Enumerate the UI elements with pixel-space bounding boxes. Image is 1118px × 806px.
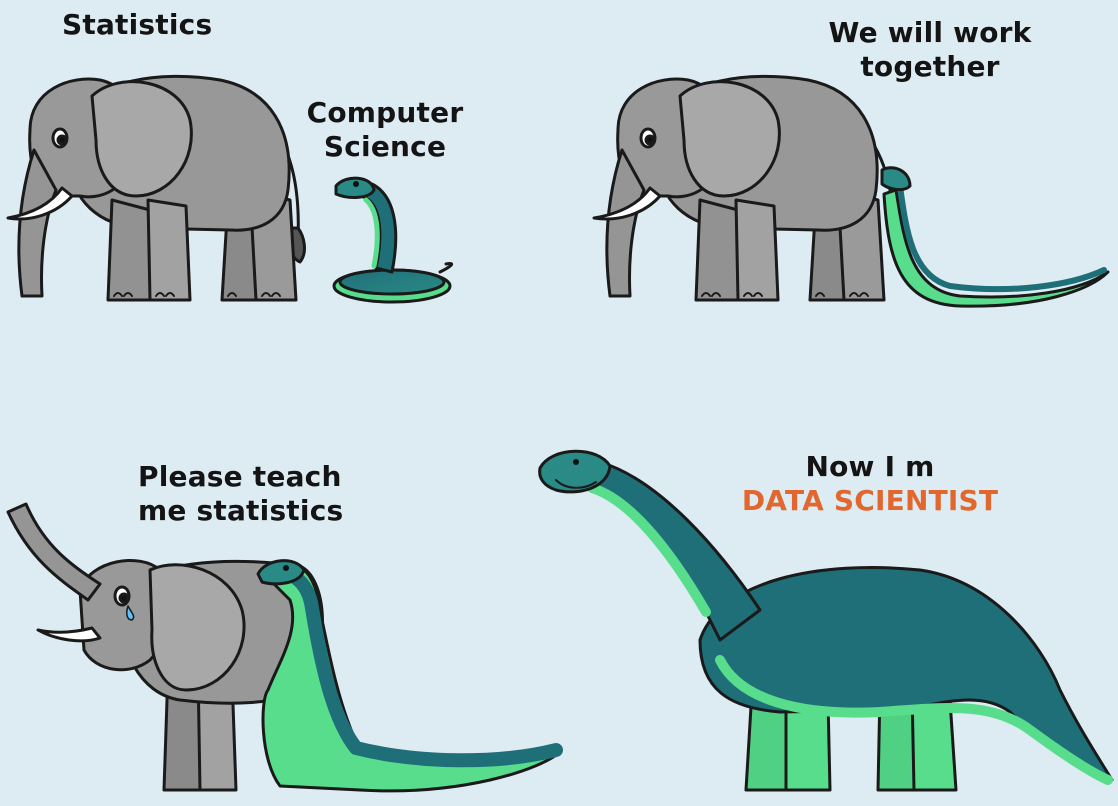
caption-teach-statistics-line1: Please teach (138, 460, 342, 493)
snake-computer-science-1 (332, 176, 454, 304)
caption-work-together-line1: We will work (828, 16, 1032, 49)
elephant-statistics-3 (6, 502, 324, 792)
label-computer-science-line2: Science (323, 130, 447, 163)
elephant-statistics-1 (6, 74, 306, 302)
caption-work-together-line2: together (860, 50, 1000, 83)
dinosaur-data-scientist (538, 449, 1114, 792)
elephant-statistics-2 (592, 74, 892, 302)
caption-teach-statistics-line2: me statistics (138, 494, 344, 527)
snake-computer-science-2 (880, 166, 1110, 308)
label-statistics: Statistics (62, 8, 212, 42)
caption-teach-statistics: Please teach me statistics (138, 460, 343, 528)
caption-data-scientist-line2: DATA SCIENTIST (741, 484, 999, 517)
label-computer-science: Computer Science (300, 96, 470, 164)
label-computer-science-line1: Computer (306, 96, 464, 129)
caption-data-scientist: Now I m DATA SCIENTIST (720, 450, 1020, 518)
label-statistics-text: Statistics (62, 8, 213, 41)
caption-work-together: We will work together (800, 16, 1060, 84)
dinosaur-growing-3 (256, 559, 563, 793)
caption-data-scientist-line1: Now I m (805, 450, 935, 483)
